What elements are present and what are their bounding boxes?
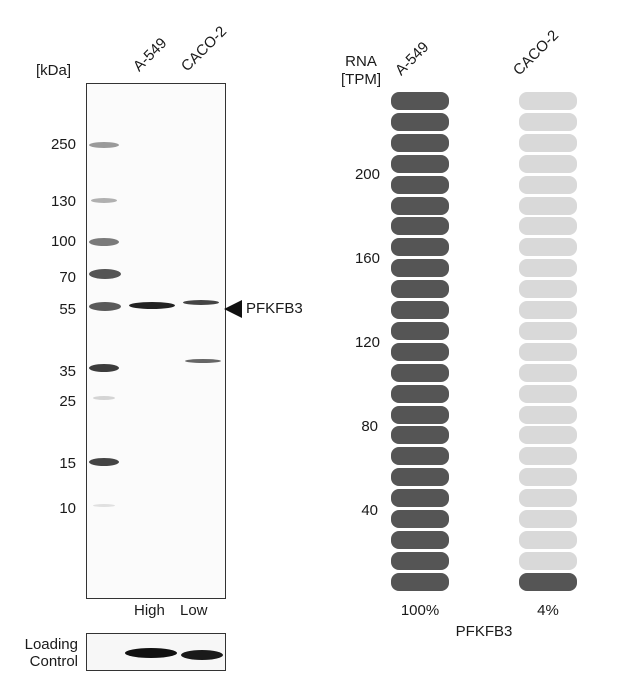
loading-control-label-line1: Loading [24, 636, 78, 653]
marker-label-35: 35 [59, 363, 76, 380]
ladder-band [93, 504, 115, 507]
target-arrow-icon [224, 300, 242, 318]
marker-label-55: 55 [59, 301, 76, 318]
ladder-band [89, 364, 119, 372]
lane-label-caco2: CACO-2 [177, 22, 231, 75]
rna-pill [519, 510, 577, 528]
ladder-band [89, 269, 121, 279]
rna-pill [519, 342, 577, 361]
target-label: PFKFB3 [246, 300, 303, 317]
rna-axis-title-line2: [TPM] [341, 71, 381, 88]
western-blot-image [86, 83, 226, 599]
rna-pill [519, 572, 577, 591]
kda-unit-label: [kDa] [36, 62, 72, 79]
rna-tick-120: 120 [354, 334, 380, 351]
rna-pill [391, 530, 449, 549]
ladder-band [89, 458, 119, 466]
rna-tick-200: 200 [354, 166, 380, 183]
a549-pfkfb3-band [129, 302, 175, 309]
rna-pill [519, 133, 577, 152]
caco2-pfkfb3-band [183, 300, 219, 305]
rna-pill [519, 301, 577, 319]
ladder-band [93, 396, 115, 400]
rna-pill [519, 217, 577, 236]
rna-pill [519, 530, 577, 549]
rna-pill [391, 196, 449, 215]
rna-pill [391, 238, 449, 257]
rna-tick-160: 160 [354, 250, 380, 267]
marker-label-250: 250 [50, 136, 76, 153]
rna-pill [519, 426, 577, 445]
marker-label-130: 130 [50, 193, 76, 210]
rna-pill [391, 447, 449, 466]
rna-pill [519, 112, 577, 131]
rna-pill [391, 489, 449, 508]
rna-pill [519, 405, 577, 424]
marker-label-100: 100 [50, 233, 76, 250]
marker-label-15: 15 [59, 455, 76, 472]
rna-pill [519, 280, 577, 299]
rna-pill [519, 384, 577, 403]
ladder-band [91, 198, 117, 203]
rna-pill [519, 551, 577, 570]
rna-pill [391, 321, 449, 340]
rna-pill [519, 468, 577, 487]
rna-pill [391, 280, 449, 299]
rna-pill [391, 301, 449, 319]
rna-pill [519, 196, 577, 215]
loading-control-label-line2: Control [29, 653, 78, 670]
rna-axis-title-line1: RNA [345, 53, 377, 70]
rna-pill [391, 154, 449, 173]
rna-pill [391, 426, 449, 445]
rna-bar-caco2 [519, 92, 577, 592]
rna-percent-caco2: 4% [537, 602, 559, 619]
rna-pill [391, 175, 449, 194]
expression-label-low: Low [180, 602, 208, 619]
loading-control-blot-image [86, 633, 226, 671]
marker-label-70: 70 [59, 269, 76, 286]
rna-pill [391, 405, 449, 424]
rna-pill [519, 238, 577, 257]
caco2-lower-band [185, 359, 221, 363]
rna-pill [391, 551, 449, 570]
rna-pill [391, 112, 449, 131]
rna-pill [391, 92, 449, 110]
loading-control-band-caco2 [181, 650, 223, 660]
rna-tick-80: 80 [361, 418, 378, 435]
rna-pill [391, 384, 449, 403]
rna-column-label-a549: A-549 [391, 38, 433, 79]
rna-pill [391, 363, 449, 382]
rna-pill [519, 154, 577, 173]
rna-pill [519, 92, 577, 110]
rna-pill [391, 510, 449, 528]
ladder-band [89, 302, 121, 311]
rna-gene-label: PFKFB3 [455, 623, 513, 640]
rna-pill [519, 175, 577, 194]
rna-pill [391, 259, 449, 278]
ladder-band [89, 238, 119, 246]
rna-pill [519, 447, 577, 466]
rna-tick-40: 40 [361, 502, 378, 519]
rna-pill [519, 363, 577, 382]
expression-label-high: High [134, 602, 165, 619]
lane-label-a549: A-549 [129, 34, 171, 75]
rna-pill [391, 572, 449, 591]
rna-column-label-caco2: CACO-2 [509, 26, 563, 79]
rna-pill [391, 342, 449, 361]
rna-percent-a549: 100% [400, 602, 440, 619]
ladder-band [89, 142, 119, 148]
loading-control-band-a549 [125, 648, 177, 658]
rna-pill [391, 217, 449, 236]
marker-label-25: 25 [59, 393, 76, 410]
rna-pill [519, 321, 577, 340]
rna-pill [391, 133, 449, 152]
rna-pill [519, 489, 577, 508]
rna-pill [391, 468, 449, 487]
marker-label-10: 10 [59, 500, 76, 517]
rna-pill [519, 259, 577, 278]
rna-bar-a549 [391, 92, 449, 592]
